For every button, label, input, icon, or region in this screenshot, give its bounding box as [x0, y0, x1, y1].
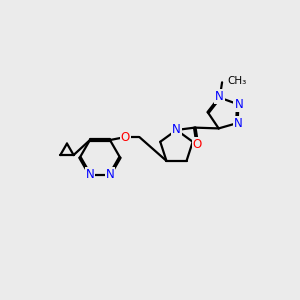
Text: N: N: [234, 117, 242, 130]
Text: N: N: [172, 124, 181, 136]
Text: N: N: [215, 90, 224, 103]
Text: N: N: [234, 98, 243, 111]
Text: O: O: [193, 138, 202, 151]
Text: N: N: [106, 168, 114, 181]
Text: O: O: [121, 130, 130, 144]
Text: CH₃: CH₃: [227, 76, 247, 86]
Text: N: N: [85, 168, 94, 181]
